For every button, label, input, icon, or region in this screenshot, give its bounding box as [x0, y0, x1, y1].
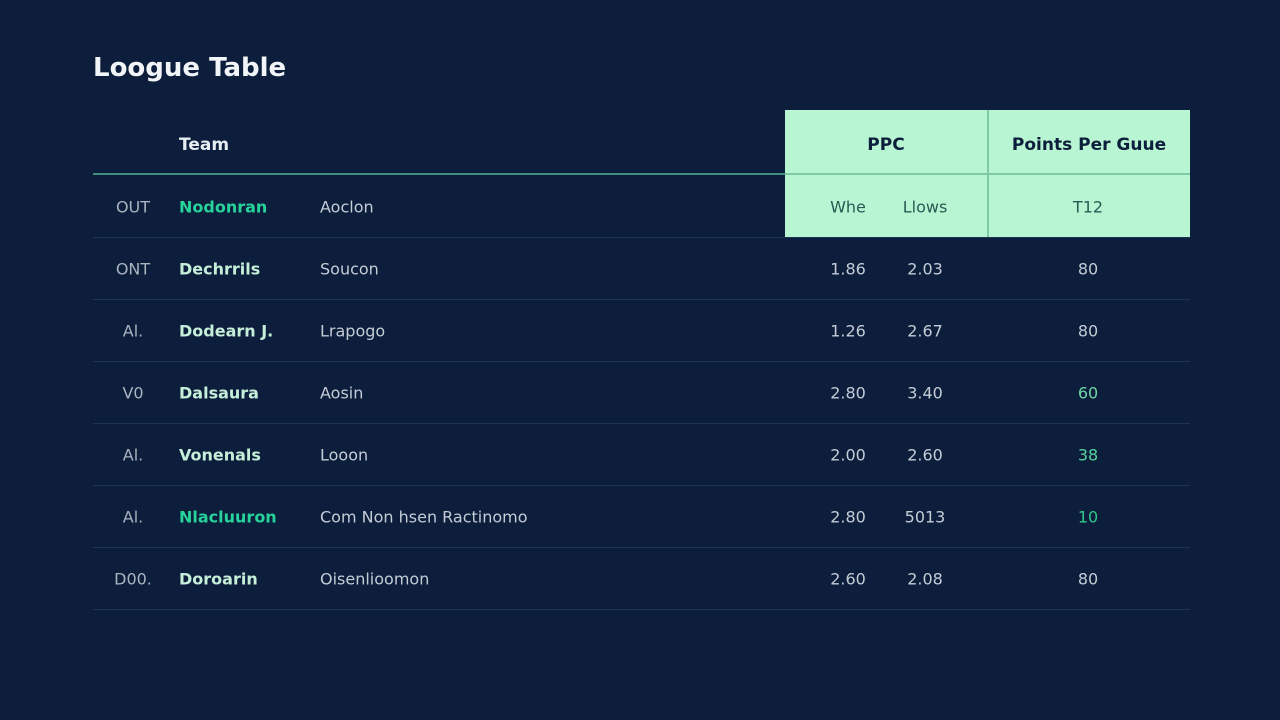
divider: [785, 173, 1190, 175]
stat: Llows: [902, 197, 948, 217]
points: 80: [1077, 321, 1099, 341]
stat: 3.40: [907, 383, 943, 403]
city: Lrapogo: [320, 321, 386, 341]
team-name: Nodonran: [179, 197, 268, 217]
row-separator: [93, 609, 1190, 610]
rank: Al.: [122, 507, 144, 527]
row-separator: [93, 423, 1190, 424]
stat: 2.08: [907, 569, 943, 589]
points: 80: [1077, 569, 1099, 589]
header-underline: [93, 173, 785, 175]
stat: 2.67: [907, 321, 943, 341]
stat: 2.60: [907, 445, 943, 465]
stat: 2.80: [830, 507, 866, 527]
points: T12: [1072, 197, 1104, 217]
city: Looon: [320, 445, 369, 465]
rank: V0: [122, 383, 144, 403]
city: Soucon: [320, 259, 379, 279]
stat: 2.80: [830, 383, 866, 403]
city: Aoclon: [320, 197, 374, 217]
city: Aosin: [320, 383, 364, 403]
points: 10: [1077, 507, 1099, 527]
stat: 5013: [904, 507, 946, 527]
team-name: Dodearn J.: [179, 321, 274, 341]
stat: 1.86: [830, 259, 866, 279]
row-separator: [93, 485, 1190, 486]
points: 80: [1077, 259, 1099, 279]
team-name: Dechrrils: [179, 259, 261, 279]
row-separator: [93, 299, 1190, 300]
rank: OUT: [115, 197, 151, 217]
team-name: Nlacluuron: [179, 507, 277, 527]
team-name: Dalsaura: [179, 383, 259, 403]
row-separator: [93, 237, 1190, 238]
stat: 2.00: [830, 445, 866, 465]
stat: 2.60: [830, 569, 866, 589]
team-name: Vonenals: [179, 445, 261, 465]
points: 38: [1077, 445, 1099, 465]
rank: ONT: [115, 259, 151, 279]
rank: Al.: [122, 445, 144, 465]
city: Oisenlioomon: [320, 569, 430, 589]
row-separator: [93, 361, 1190, 362]
team-name: Doroarin: [179, 569, 258, 589]
column-header: Team: [179, 135, 230, 155]
city: Com Non hsen Ractinomo: [320, 507, 528, 527]
points: 60: [1077, 383, 1099, 403]
stat: 1.26: [830, 321, 866, 341]
rank: D00.: [114, 569, 152, 589]
rank: Al.: [122, 321, 144, 341]
stat: Whe: [830, 197, 866, 217]
column-header: PPC: [867, 135, 905, 155]
column-header: Points Per Guue: [1011, 135, 1167, 155]
title: Loogue Table: [93, 53, 287, 83]
stat: 2.03: [907, 259, 943, 279]
row-separator: [93, 547, 1190, 548]
